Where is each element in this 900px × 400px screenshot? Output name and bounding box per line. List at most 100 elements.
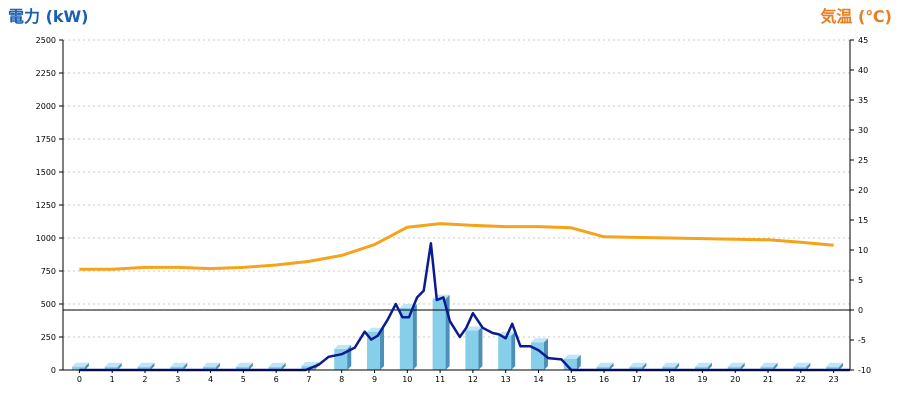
left-tick-label: 1250 (36, 201, 56, 210)
power-bar (367, 327, 385, 370)
bar-front (71, 366, 85, 370)
right-tick-label: -5 (858, 336, 866, 345)
bar-top (793, 362, 811, 367)
right-tick-label: 5 (858, 276, 863, 285)
left-tick-label: 0 (51, 366, 56, 375)
power-bar (71, 362, 89, 370)
left-tick-label: 2500 (36, 36, 56, 45)
x-tick-label: 16 (599, 375, 609, 384)
bar-front (826, 366, 840, 370)
bar-side (281, 362, 286, 370)
bar-front (465, 330, 479, 370)
x-tick-label: 13 (501, 375, 511, 384)
right-tick-label: 15 (858, 216, 868, 225)
right-tick-label: 10 (858, 246, 868, 255)
right-tick-label: 20 (858, 186, 868, 195)
right-tick-label: 0 (858, 306, 863, 315)
right-tick-label: 35 (858, 96, 868, 105)
power-bar (432, 294, 450, 370)
gridlines (63, 39, 850, 338)
left-tick-label: 500 (41, 300, 56, 309)
bar-front (694, 366, 708, 370)
power-bar (399, 303, 417, 370)
bar-side (806, 362, 811, 370)
power-bar (465, 326, 483, 370)
power-bar (104, 362, 122, 370)
power-bar (596, 362, 614, 370)
x-tick-label: 4 (208, 375, 213, 384)
power-bar (727, 362, 745, 370)
power-bar (334, 344, 352, 370)
power-line (79, 242, 850, 372)
temperature-line (79, 222, 834, 271)
bar-top (137, 362, 155, 367)
bar-side (511, 331, 516, 370)
bar-front (104, 366, 118, 370)
power-series (79, 242, 850, 372)
bar-side (183, 362, 188, 370)
bar-top (629, 362, 647, 367)
x-tick-label: 9 (372, 375, 377, 384)
bar-top (694, 362, 712, 367)
power-bar (235, 362, 253, 370)
bar-side (84, 362, 89, 370)
x-tick-label: 7 (306, 375, 311, 384)
bar-top (760, 362, 778, 367)
x-tick-label: 12 (468, 375, 478, 384)
bar-front (170, 366, 184, 370)
bar-front (235, 366, 249, 370)
left-tick-label: 2250 (36, 69, 56, 78)
bar-top (334, 344, 352, 349)
bar-top (104, 362, 122, 367)
x-tick-label: 14 (533, 375, 543, 384)
bar-front (727, 366, 741, 370)
bar-side (707, 362, 712, 370)
bar-side (675, 362, 680, 370)
tick-labels: 0 250 500 750 1000 1250 1500 1750 20 0 0 2250 2500 -1… (36, 36, 871, 384)
axes (59, 39, 854, 373)
bar-front (662, 366, 676, 370)
x-tick-label: 18 (665, 375, 675, 384)
power-bar (694, 362, 712, 370)
power-bar (170, 362, 188, 370)
power-bar (203, 362, 221, 370)
x-tick-label: 2 (142, 375, 147, 384)
x-tick-label: 20 (730, 375, 740, 384)
right-tick-label: 30 (858, 126, 868, 135)
x-tick-label: 0 (77, 375, 82, 384)
bar-side (150, 362, 155, 370)
x-tick-label: 21 (763, 375, 773, 384)
right-tick-label: 40 (858, 66, 868, 75)
bar-top (530, 338, 548, 343)
x-tick-label: 6 (274, 375, 279, 384)
left-tick-label: 1500 (36, 168, 56, 177)
left-tick-label: 1750 (36, 135, 56, 144)
power-bar (760, 362, 778, 370)
x-tick-label: 11 (435, 375, 445, 384)
power-bar (629, 362, 647, 370)
power-bar (530, 338, 548, 370)
bar-top (71, 362, 89, 367)
bar-top (826, 362, 844, 367)
x-tick-label: 23 (829, 375, 839, 384)
bar-front (203, 366, 217, 370)
left-tick-label: 750 (41, 267, 56, 276)
left-tick-label: 1000 (36, 234, 56, 243)
bar-side (839, 362, 844, 370)
x-tick-label: 10 (402, 375, 412, 384)
power-bars (71, 294, 844, 370)
right-tick-label: -10 (858, 366, 871, 375)
bar-side (609, 362, 614, 370)
bar-side (478, 326, 483, 370)
bar-side (117, 362, 122, 370)
left-tick-label: 250 (41, 333, 56, 342)
bar-side (216, 362, 221, 370)
bar-side (380, 327, 385, 370)
power-bar (563, 354, 581, 370)
bar-top (596, 362, 614, 367)
bar-front (367, 331, 381, 370)
power-bar (268, 362, 286, 370)
bar-side (773, 362, 778, 370)
x-tick-label: 5 (241, 375, 246, 384)
power-bar (662, 362, 680, 370)
